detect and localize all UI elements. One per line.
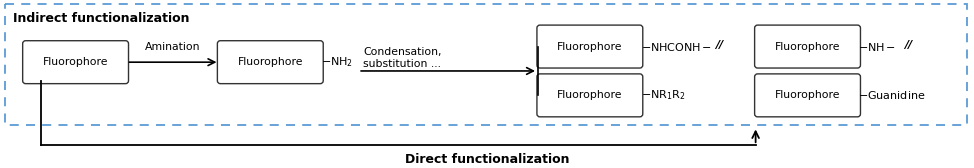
FancyBboxPatch shape — [537, 74, 643, 117]
Text: Indirect functionalization: Indirect functionalization — [13, 12, 189, 25]
FancyBboxPatch shape — [755, 25, 860, 68]
FancyBboxPatch shape — [217, 41, 323, 84]
Text: Amination: Amination — [145, 43, 201, 52]
Text: //: // — [715, 40, 723, 50]
Text: //: // — [905, 40, 913, 50]
FancyBboxPatch shape — [537, 25, 643, 68]
Text: Fluorophore: Fluorophore — [43, 57, 108, 67]
Text: $\mathrm{-NH-}$: $\mathrm{-NH-}$ — [858, 40, 896, 53]
Text: Direct functionalization: Direct functionalization — [405, 153, 569, 166]
Text: Fluorophore: Fluorophore — [557, 41, 622, 52]
Text: Fluorophore: Fluorophore — [557, 90, 622, 100]
FancyBboxPatch shape — [22, 41, 129, 84]
Text: $\mathrm{-Guanidine}$: $\mathrm{-Guanidine}$ — [858, 89, 926, 101]
Text: Condensation,: Condensation, — [363, 47, 441, 57]
Text: substitution ...: substitution ... — [363, 59, 441, 69]
Text: $-\mathrm{NH}_2$: $-\mathrm{NH}_2$ — [321, 55, 354, 69]
Text: Fluorophore: Fluorophore — [774, 41, 841, 52]
Text: $\mathrm{-NR_1R_2}$: $\mathrm{-NR_1R_2}$ — [641, 89, 686, 102]
FancyBboxPatch shape — [755, 74, 860, 117]
Bar — [5, 4, 967, 125]
Text: Fluorophore: Fluorophore — [238, 57, 303, 67]
Text: $\mathrm{-NHCONH-}$: $\mathrm{-NHCONH-}$ — [641, 40, 712, 53]
Text: Fluorophore: Fluorophore — [774, 90, 841, 100]
